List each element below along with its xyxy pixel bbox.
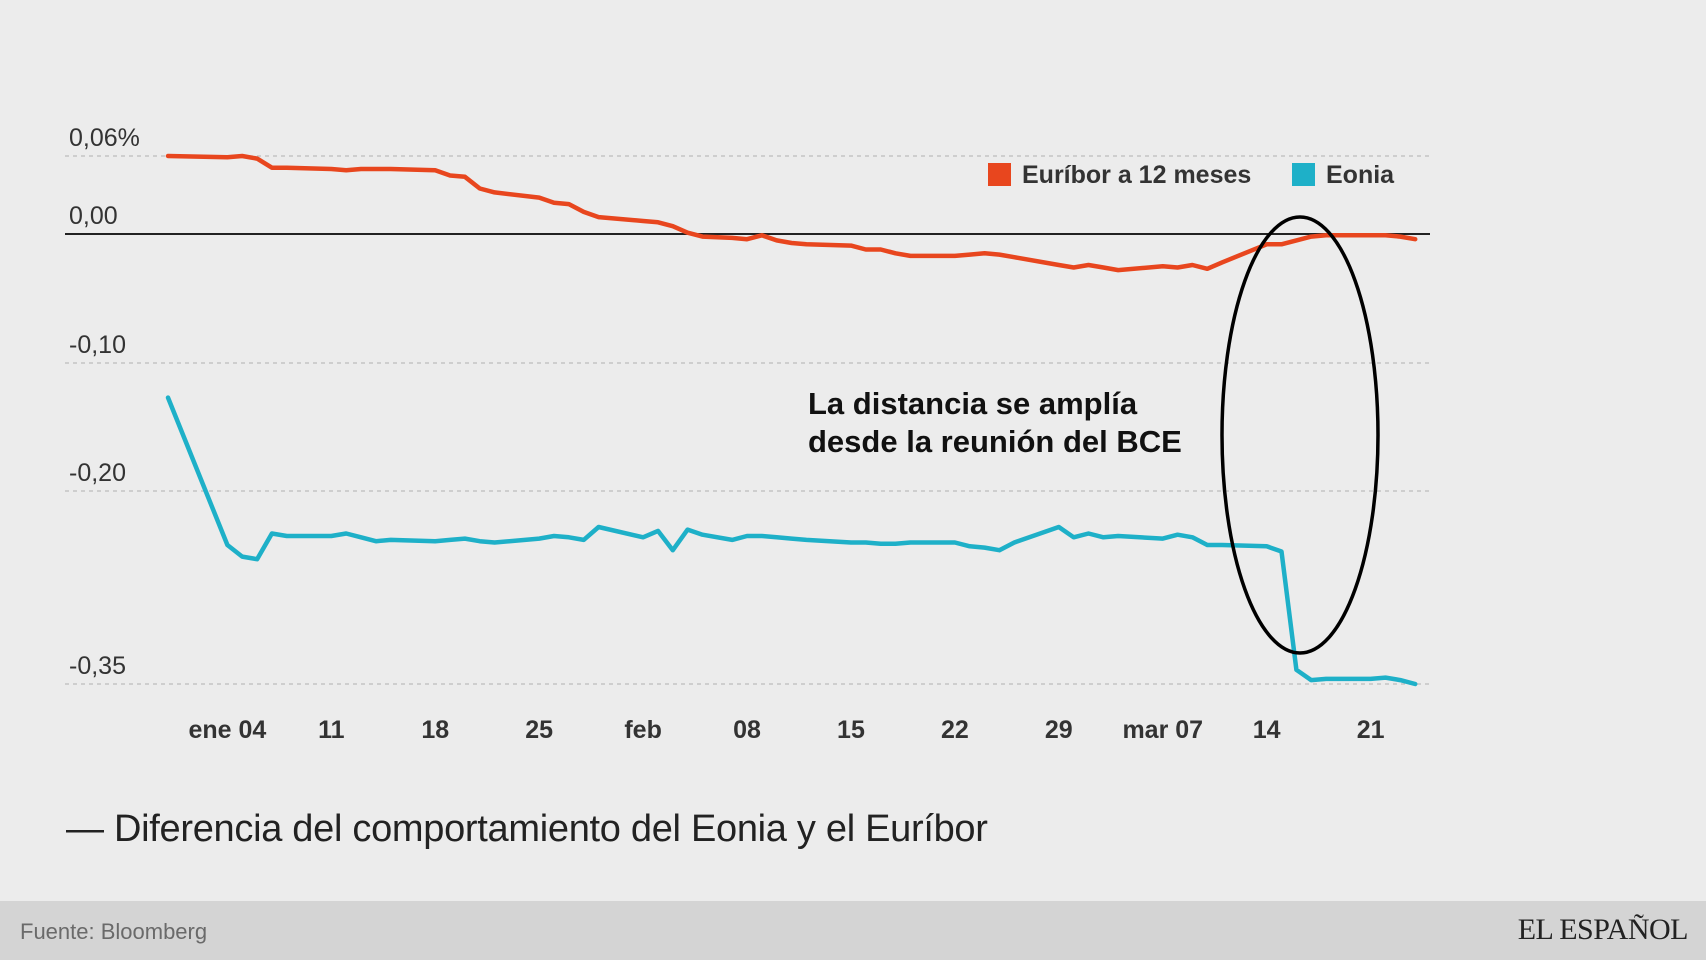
chart-canvas: 0,06% 0,00 -0,10 -0,20 -0,35 ene 04 11 18 25 feb…: [65, 124, 1430, 744]
gridlines: [65, 155, 1430, 685]
x-tick-label: 25: [525, 716, 553, 744]
x-tick-label: 08: [733, 716, 761, 744]
x-axis-ticks: ene 04 11 18 25 feb 08 15 22 29 mar 07 14 21: [188, 716, 1384, 744]
series-lines: [165, 153, 1418, 687]
y-tick-label: 0,00: [69, 202, 118, 230]
x-tick-label: 14: [1253, 716, 1281, 744]
x-tick-label: ene 04: [188, 716, 266, 744]
legend-swatch-euribor: [988, 163, 1011, 186]
x-tick-label: 15: [837, 716, 865, 744]
legend-label-eonia: Eonia: [1326, 161, 1395, 189]
source-note: Fuente: Bloomberg: [20, 919, 208, 944]
title-dash: —: [66, 808, 104, 850]
title-text: Diferencia del comportamiento del Eonia …: [113, 808, 988, 850]
x-tick-label: feb: [624, 716, 662, 744]
annotation-line-1: La distancia se amplía: [808, 386, 1138, 421]
y-tick-label: -0,10: [69, 331, 126, 359]
x-tick-label: 22: [941, 716, 969, 744]
x-tick-label: mar 07: [1122, 716, 1203, 744]
annotation-line-2: desde la reunión del BCE: [808, 424, 1182, 459]
legend-swatch-eonia: [1292, 163, 1315, 186]
eonia-line: [165, 395, 1418, 687]
legend-label-euribor: Euríbor a 12 meses: [1022, 161, 1251, 189]
brand-logo: EL ESPAÑOL: [1517, 913, 1689, 946]
x-tick-label: 21: [1357, 716, 1385, 744]
x-tick-label: 18: [421, 716, 449, 744]
annotation: La distancia se amplía desde la reunión …: [808, 215, 1380, 655]
x-tick-label: 11: [318, 716, 345, 744]
x-tick-label: 29: [1045, 716, 1073, 744]
legend: Euríbor a 12 meses Eonia: [988, 161, 1395, 189]
footer-bar: Fuente: Bloomberg EL ESPAÑOL: [0, 901, 1706, 960]
y-tick-label: -0,20: [69, 459, 126, 487]
highlight-ellipse: [1220, 215, 1380, 655]
y-tick-label: -0,35: [69, 652, 126, 680]
y-tick-label: 0,06%: [69, 124, 140, 152]
chart-title: — Diferencia del comportamiento del Eoni…: [66, 808, 988, 851]
euribor-line: [165, 153, 1418, 273]
y-axis-ticks: 0,06% 0,00 -0,10 -0,20 -0,35: [69, 124, 140, 680]
